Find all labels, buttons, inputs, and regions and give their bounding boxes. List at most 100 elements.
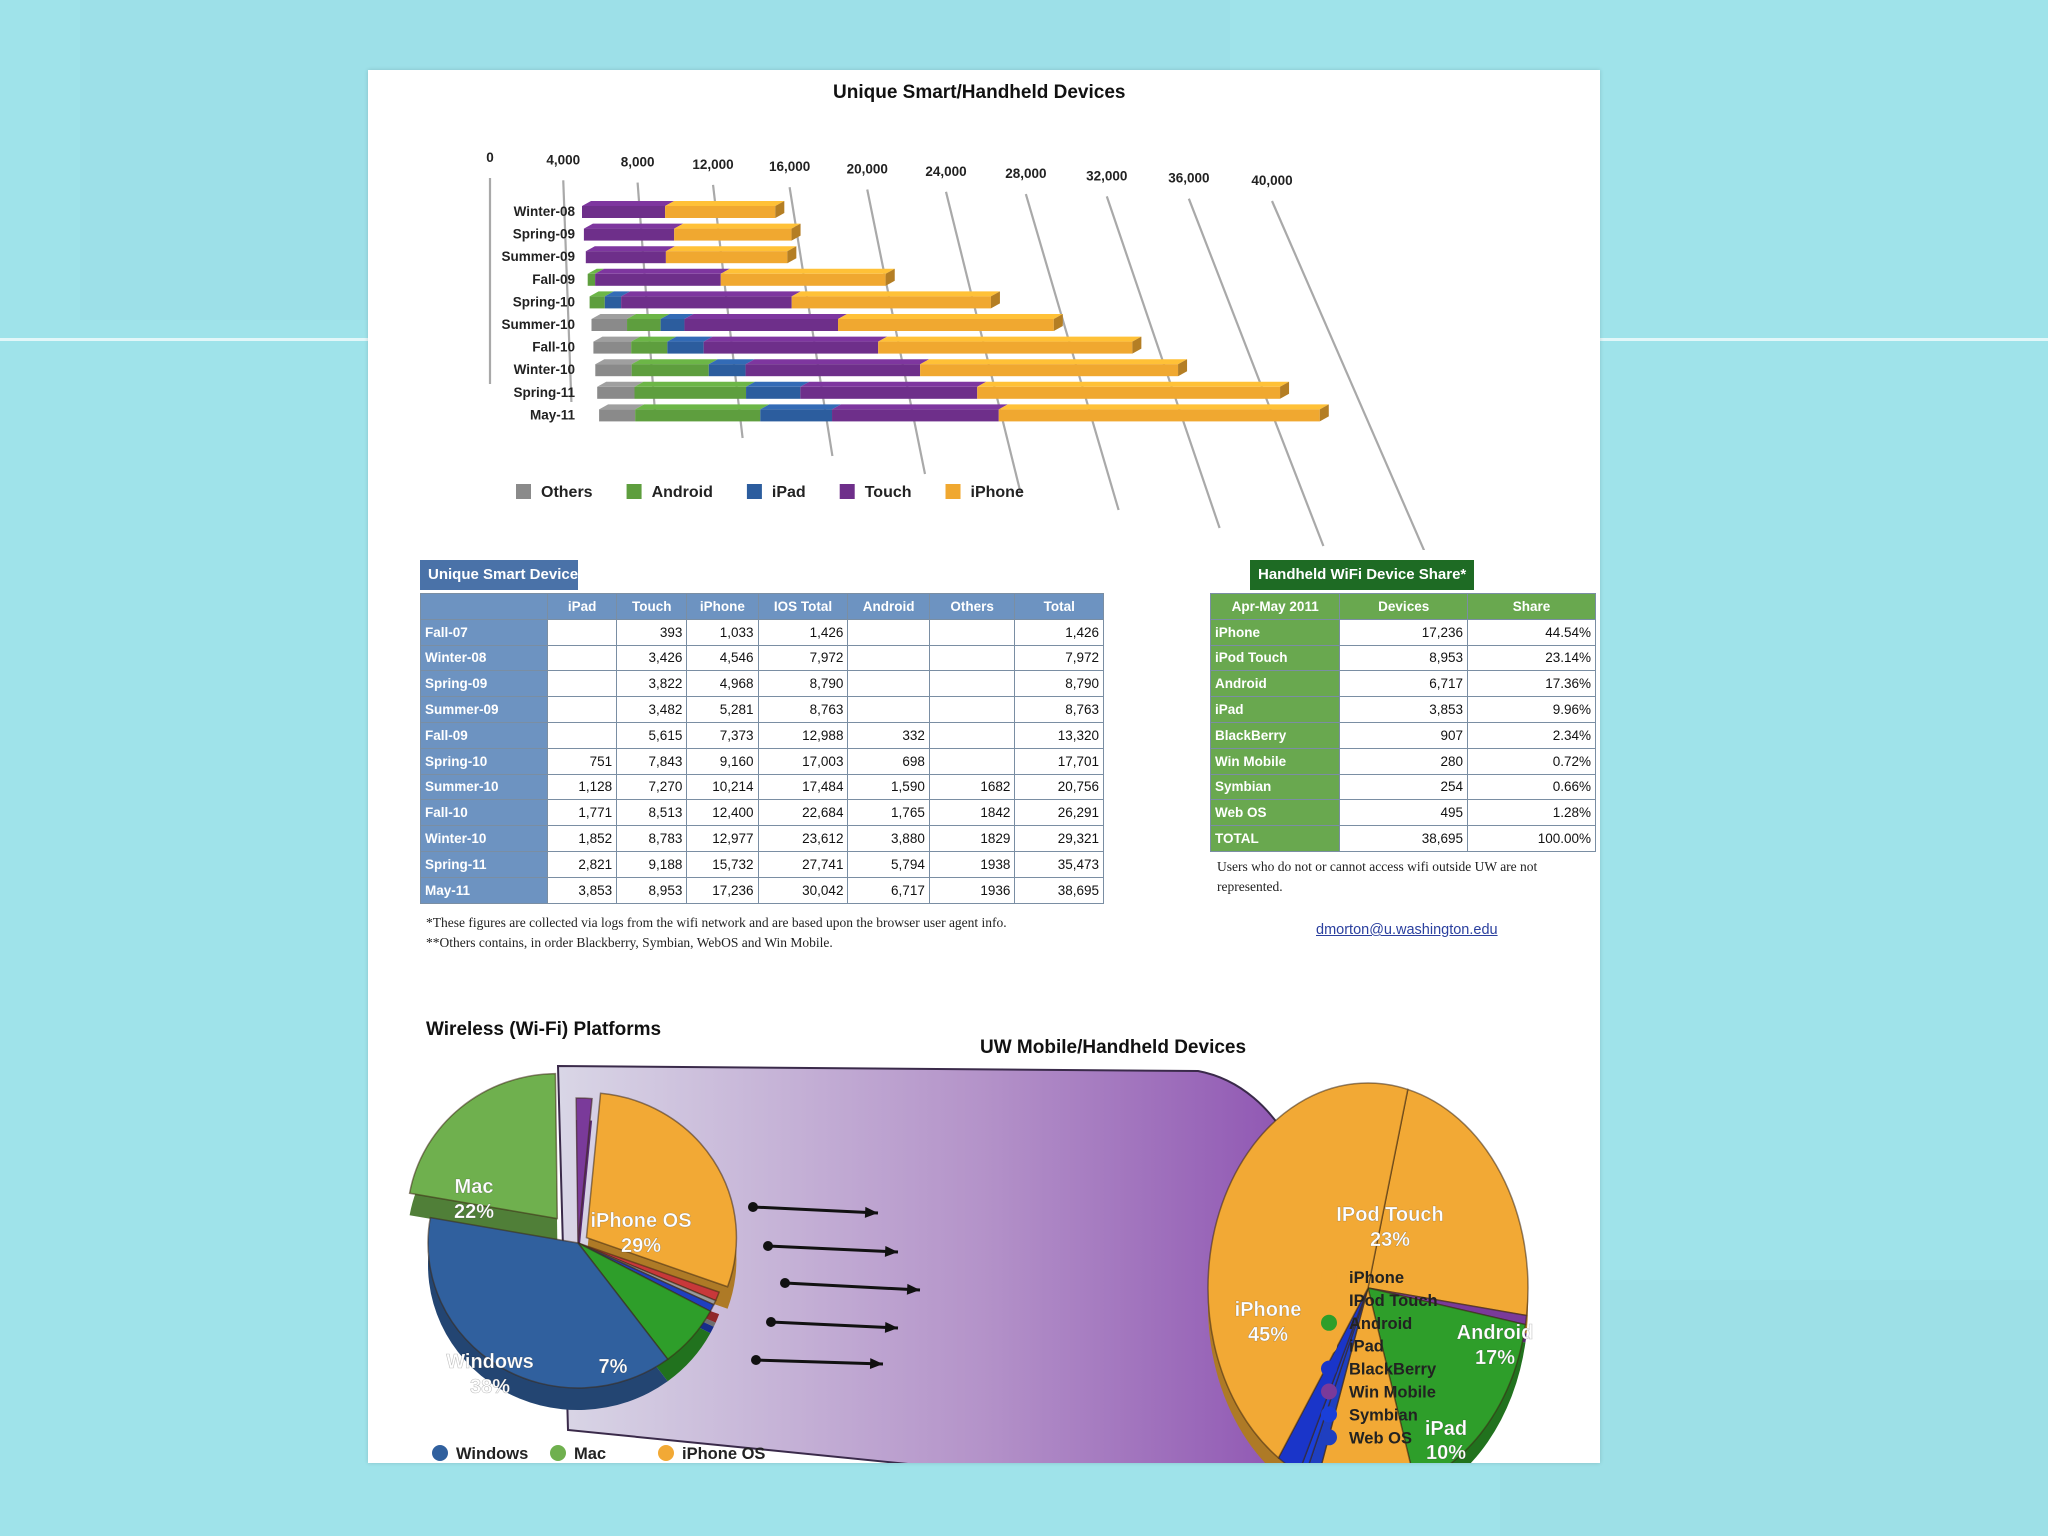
bar-segment <box>838 314 1063 331</box>
bar-face <box>631 364 709 377</box>
table-cell: 9,160 <box>686 747 759 775</box>
row-label: Winter-08 <box>419 644 549 672</box>
legend-swatch <box>1321 1406 1337 1423</box>
table-cell: 7,843 <box>616 747 688 775</box>
table-cell: 17,236 <box>686 876 759 904</box>
x-tick-label: 16,000 <box>769 159 810 174</box>
bar-top <box>665 201 785 206</box>
table-cell: 7,972 <box>757 644 849 672</box>
row-label: Web OS <box>1209 799 1341 827</box>
table-cell: 7,270 <box>616 773 688 801</box>
bar-segment <box>597 381 644 399</box>
pie-data-label: 45% <box>1248 1324 1288 1346</box>
bar-segment <box>587 268 605 286</box>
gridline <box>562 180 573 403</box>
table-cell: 13,320 <box>1014 721 1104 749</box>
row-label: TOTAL <box>1209 825 1341 852</box>
row-label: Fall-10 <box>419 799 549 827</box>
table-cell: 1936 <box>928 876 1016 904</box>
bar-face <box>593 341 632 354</box>
pie-data-label: Android <box>1457 1322 1534 1344</box>
row-label: Symbian <box>1209 773 1341 801</box>
table-cell: 1,426 <box>1014 618 1104 646</box>
table-cell: 5,615 <box>616 721 688 749</box>
bar-top <box>585 246 675 252</box>
pie-data-label: iPhone OS <box>590 1210 691 1232</box>
devices-table-heading: Unique Smart Devices* <box>420 560 592 590</box>
x-tick-label: 32,000 <box>1086 168 1127 183</box>
table-cell: 6,717 <box>847 876 930 904</box>
bar-face <box>760 409 833 422</box>
table-cell <box>928 721 1016 749</box>
pie-data-label: 22% <box>454 1201 494 1223</box>
bar-segment <box>977 381 1290 399</box>
bar-end <box>1053 314 1063 331</box>
bar-face <box>745 364 921 377</box>
bar-end <box>1178 359 1188 377</box>
table-row: May-11 3,853 8,953 17,236 30,042 6,717 1936 38,… <box>419 876 1104 904</box>
table-cell: 280 <box>1339 747 1469 775</box>
legend-swatch <box>1321 1269 1337 1285</box>
legend-swatch <box>1321 1314 1337 1331</box>
pie-data-label: 38% <box>470 1376 510 1398</box>
legend-label: Win Mobile <box>1349 1384 1436 1402</box>
bar-top <box>591 314 637 319</box>
category-label: Spring-11 <box>513 385 575 400</box>
bar-top <box>634 381 756 387</box>
arrow-tail <box>780 1278 790 1288</box>
table-cell: 17,484 <box>757 773 849 801</box>
bar-top <box>595 268 730 274</box>
bar-top <box>684 314 848 319</box>
table-cell <box>928 644 1016 672</box>
contact-email-link[interactable]: dmorton@u.washington.edu <box>1316 922 1498 938</box>
x-tick-label: 20,000 <box>847 162 888 177</box>
bar-top <box>703 336 888 342</box>
bar-top <box>760 404 842 410</box>
legend-label: IPod Touch <box>1349 1292 1438 1310</box>
bar-segment <box>665 201 785 218</box>
table-cell: 1,128 <box>547 773 618 801</box>
table-cell: 12,977 <box>686 825 759 852</box>
column-header: Android <box>847 593 930 620</box>
bar-face <box>838 319 1054 331</box>
legend-swatch <box>516 484 531 499</box>
table-cell: 26,291 <box>1014 799 1104 827</box>
row-label: Fall-09 <box>419 721 549 749</box>
column-header: Others <box>928 593 1016 620</box>
bar-face <box>665 206 776 218</box>
arrow-line <box>770 1320 899 1330</box>
table-row: iPod Touch 8,953 23.14% <box>1209 644 1596 672</box>
bar-segment <box>591 314 637 331</box>
uw-pie-title: UW Mobile/Handheld Devices <box>980 1037 1247 1058</box>
bar-face <box>720 273 886 286</box>
table-cell: 1,765 <box>847 799 930 827</box>
bar-end <box>1280 381 1290 399</box>
row-label: iPhone <box>1209 618 1341 646</box>
bar-face <box>597 386 635 399</box>
table-cell: 29,321 <box>1014 825 1104 852</box>
legend-swatch <box>945 484 961 499</box>
row-label: iPod Touch <box>1209 644 1341 672</box>
legend-label: iPad <box>1349 1338 1384 1356</box>
arrow-line <box>755 1358 884 1366</box>
table-cell: 751 <box>547 747 618 775</box>
table-row: Summer-10 1,128 7,270 10,214 17,484 1,590 1682… <box>419 773 1104 801</box>
arrow-tail <box>766 1317 776 1327</box>
bar-end <box>787 246 797 264</box>
x-tick-label: 24,000 <box>925 164 966 179</box>
table-cell: 17,701 <box>1014 747 1104 775</box>
arrow-head <box>906 1283 920 1295</box>
table-cell: 2.34% <box>1467 721 1596 749</box>
table-cell <box>547 696 618 723</box>
bar-face <box>746 386 801 399</box>
table-cell <box>847 618 930 646</box>
category-label: Fall-09 <box>532 272 575 287</box>
bar-face <box>832 409 999 422</box>
table-row: Winter-10 1,852 8,783 12,977 23,612 3,880 1829… <box>419 825 1104 852</box>
bar-segment <box>631 359 718 377</box>
table-row: Android 6,717 17.36% <box>1209 670 1596 698</box>
pie-data-label: 29% <box>621 1235 661 1257</box>
bar-end <box>885 268 895 286</box>
category-label: Spring-09 <box>513 227 575 242</box>
bar-top <box>631 359 718 365</box>
